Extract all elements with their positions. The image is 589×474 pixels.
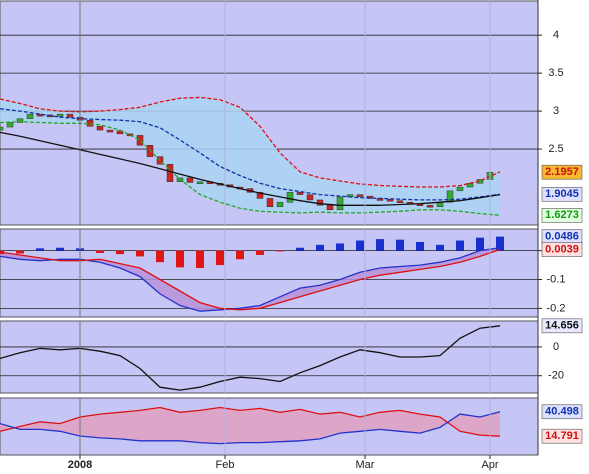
x-tick-label: 2008 bbox=[68, 459, 92, 471]
value-label-box bbox=[541, 404, 583, 420]
indicator-line bbox=[0, 406, 501, 437]
candle bbox=[66, 113, 74, 118]
candle bbox=[356, 194, 364, 197]
panel-background bbox=[0, 320, 539, 394]
candle bbox=[116, 130, 124, 135]
indicator-line bbox=[0, 131, 501, 206]
histogram-bar bbox=[336, 243, 344, 251]
band-fill bbox=[0, 407, 500, 444]
histogram-bar bbox=[176, 250, 184, 268]
histogram-bar bbox=[116, 250, 124, 255]
histogram-bar bbox=[416, 241, 424, 251]
y-tick-label: -0.1 bbox=[547, 273, 566, 285]
band-fill bbox=[0, 97, 500, 216]
value-label: 0.0486 bbox=[545, 231, 579, 243]
candle bbox=[446, 190, 454, 203]
histogram-bar bbox=[476, 237, 484, 251]
histogram-bar bbox=[96, 250, 104, 253]
indicator-line bbox=[0, 108, 501, 201]
candle bbox=[136, 135, 144, 146]
candle bbox=[106, 129, 114, 133]
candle bbox=[336, 196, 344, 211]
histogram-bar bbox=[496, 236, 504, 251]
indicator-line bbox=[0, 248, 501, 311]
value-label-box bbox=[541, 428, 583, 444]
y-tick-label: 3 bbox=[553, 105, 559, 117]
indicator-line bbox=[0, 121, 501, 216]
histogram-bar bbox=[16, 250, 24, 254]
value-label-box bbox=[541, 208, 583, 223]
histogram-bar bbox=[136, 250, 144, 257]
y-tick-label: 2.5 bbox=[548, 143, 563, 155]
value-label-box bbox=[541, 186, 583, 202]
candle bbox=[286, 192, 294, 203]
candle bbox=[266, 198, 274, 208]
candle bbox=[16, 118, 24, 123]
candle bbox=[256, 192, 264, 199]
value-label: 14.656 bbox=[545, 320, 579, 332]
histogram-bar bbox=[436, 244, 444, 251]
candle bbox=[456, 186, 464, 192]
candle bbox=[126, 133, 134, 137]
candle bbox=[6, 122, 14, 128]
candle bbox=[56, 113, 64, 117]
candle bbox=[186, 177, 194, 183]
candle bbox=[26, 113, 34, 119]
candle bbox=[326, 205, 334, 211]
histogram-bar bbox=[36, 248, 44, 251]
histogram-bar bbox=[396, 239, 404, 251]
histogram-bar bbox=[216, 250, 224, 266]
y-tick-label: -0.2 bbox=[547, 302, 566, 314]
histogram-bar bbox=[256, 250, 264, 255]
candle bbox=[0, 126, 4, 131]
candle bbox=[166, 164, 174, 182]
value-label: 14.791 bbox=[545, 430, 579, 442]
candle bbox=[196, 181, 204, 184]
candle bbox=[306, 194, 314, 201]
value-label: 40.498 bbox=[545, 406, 579, 418]
value-label: 1.6273 bbox=[545, 209, 579, 221]
histogram-bar bbox=[356, 240, 364, 251]
histogram-bar bbox=[156, 250, 164, 263]
indicator-line bbox=[0, 96, 501, 188]
value-label-box bbox=[541, 164, 583, 180]
histogram-bar bbox=[296, 247, 304, 251]
value-label-box bbox=[541, 318, 583, 334]
candle bbox=[296, 192, 304, 195]
value-label: 0.0039 bbox=[545, 243, 579, 255]
histogram-bar bbox=[376, 239, 384, 251]
candle bbox=[426, 205, 434, 208]
y-tick-label: -20 bbox=[548, 370, 564, 382]
histogram-bar bbox=[236, 250, 244, 260]
histogram-bar bbox=[276, 250, 284, 252]
histogram-bar bbox=[316, 244, 324, 251]
y-tick-label: 3.5 bbox=[548, 67, 563, 79]
indicator-line bbox=[0, 247, 501, 312]
value-label: 2.1957 bbox=[545, 166, 579, 178]
indicator-line bbox=[0, 325, 501, 391]
y-tick-label: 4 bbox=[553, 29, 559, 41]
x-tick-label: Feb bbox=[216, 459, 235, 471]
value-label: 1.9045 bbox=[545, 188, 579, 200]
candle bbox=[96, 126, 104, 131]
candle bbox=[276, 201, 284, 208]
histogram-bar bbox=[456, 240, 464, 251]
y-tick-label: 0 bbox=[553, 341, 559, 353]
candle bbox=[386, 198, 394, 202]
x-tick-label: Apr bbox=[481, 459, 498, 471]
indicator-line bbox=[0, 411, 501, 445]
candle bbox=[396, 200, 404, 203]
histogram-bar bbox=[196, 250, 204, 268]
x-tick-label: Mar bbox=[356, 459, 375, 471]
histogram-bar bbox=[56, 247, 64, 251]
value-label-box bbox=[541, 242, 583, 257]
